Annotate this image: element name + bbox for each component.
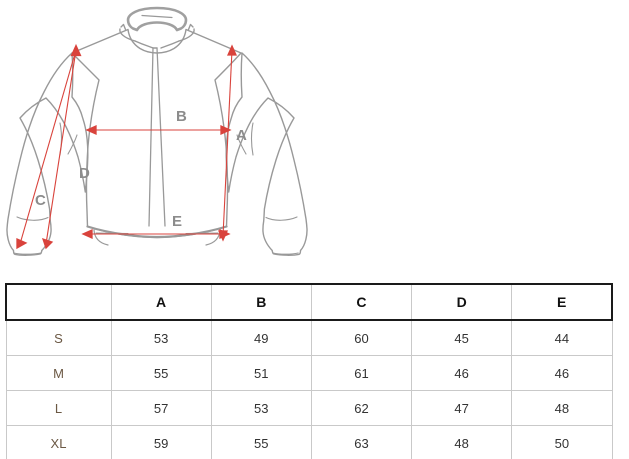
svg-text:B: B (176, 108, 187, 125)
svg-text:A: A (236, 127, 247, 144)
svg-text:C: C (35, 192, 46, 209)
svg-text:D: D (79, 165, 90, 182)
svg-text:E: E (172, 213, 182, 230)
